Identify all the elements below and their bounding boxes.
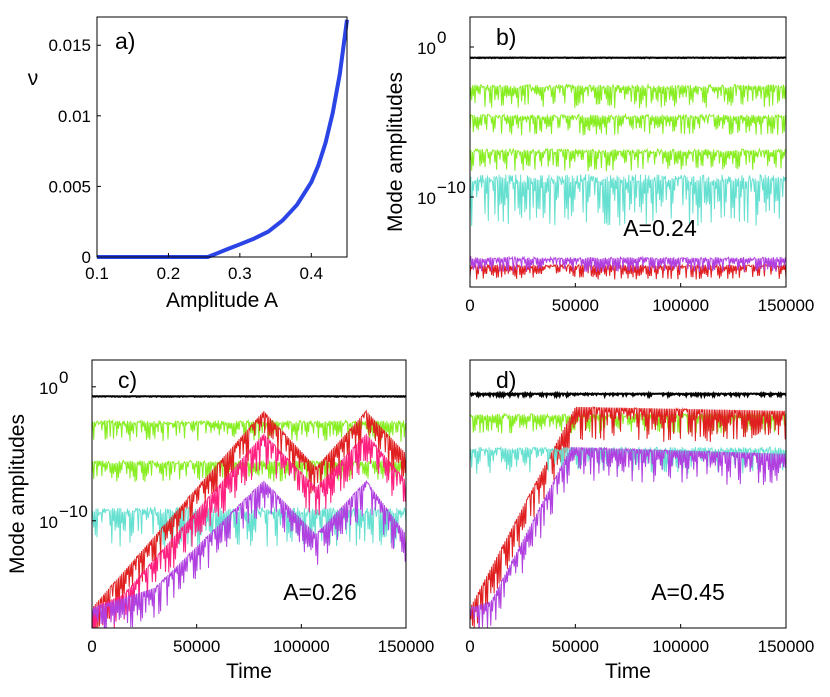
series-line-cyan — [470, 173, 786, 227]
x-tick-label: 50000 — [173, 637, 220, 656]
series-line-black — [92, 394, 406, 399]
panel-d: 0 50000 100000 150000 Time A=0.45 d) — [465, 359, 815, 683]
y-tick-label: 10 — [39, 513, 58, 532]
series-line-purple — [470, 255, 786, 272]
series-line-magenta — [92, 433, 406, 628]
panel-label: d) — [496, 367, 516, 393]
axes-frame — [469, 16, 787, 288]
y-axis-label: Mode amplitudes — [384, 72, 407, 232]
series-line-green3 — [470, 147, 786, 172]
y-tick-label: 0.01 — [58, 107, 91, 126]
x-tick-label: 0 — [465, 637, 474, 656]
axes-frame — [91, 359, 407, 629]
x-tick-label: 150000 — [758, 296, 815, 315]
series-line-green — [470, 82, 786, 109]
y-axis-label: Mode amplitudes — [6, 414, 29, 574]
x-tick-label: 100000 — [273, 637, 330, 656]
series-line-purple — [470, 446, 786, 628]
series-line-nu — [97, 19, 349, 259]
x-tick-label: 150000 — [758, 637, 815, 656]
x-tick-label: 50000 — [552, 296, 599, 315]
y-tick-exponent: 0 — [437, 28, 446, 47]
x-axis-label: Amplitude A — [166, 289, 278, 312]
plot-area — [92, 394, 406, 628]
panel-label: b) — [496, 24, 516, 50]
x-tick-label: 100000 — [652, 296, 709, 315]
axes-frame — [469, 359, 787, 629]
y-tick-exponent: −10 — [59, 502, 88, 521]
amplitude-annotation: A=0.45 — [651, 579, 725, 605]
y-axis-label: ν — [28, 67, 39, 90]
x-axis-label: Time — [605, 660, 651, 683]
panel-label: c) — [118, 367, 137, 393]
x-tick-label: 0.4 — [299, 264, 323, 283]
y-tick-label: 10 — [417, 189, 436, 208]
x-tick-label: 50000 — [552, 637, 599, 656]
series-line-purple — [92, 480, 406, 628]
x-tick-label: 0.2 — [157, 264, 181, 283]
y-tick-label: 0 — [82, 248, 91, 267]
y-tick-label: 0.005 — [48, 177, 91, 196]
series-line-black — [470, 56, 786, 60]
series-line-red — [470, 263, 786, 280]
y-tick-exponent: 0 — [59, 368, 68, 387]
series-line-red — [92, 409, 406, 628]
series-line-black — [470, 390, 786, 400]
x-tick-label: 0 — [87, 637, 96, 656]
x-tick-label: 0.1 — [85, 264, 109, 283]
series-line-green2 — [470, 112, 786, 136]
series-line-cyan — [92, 505, 406, 548]
x-axis-label: Time — [226, 660, 272, 683]
panel-a: 0.1 0.2 0.3 0.4 0 0.005 0.01 0.015 Amplitude A ν a… — [28, 16, 349, 312]
amplitude-annotation: A=0.26 — [283, 579, 357, 605]
y-tick-exponent: −10 — [437, 178, 466, 197]
panel-label: a) — [115, 28, 135, 54]
plot-area — [470, 390, 786, 628]
series-line-red — [470, 406, 786, 628]
series-line-green2 — [92, 458, 406, 482]
axes-frame — [96, 16, 348, 258]
plot-area — [470, 56, 786, 280]
x-tick-label: 0 — [465, 296, 474, 315]
x-tick-label: 100000 — [652, 637, 709, 656]
amplitude-annotation: A=0.24 — [623, 215, 697, 241]
y-tick-label: 0.015 — [48, 36, 91, 55]
x-tick-label: 0.3 — [228, 264, 252, 283]
y-tick-label: 10 — [39, 379, 58, 398]
y-tick-label: 10 — [417, 39, 436, 58]
x-tick-label: 150000 — [378, 637, 435, 656]
